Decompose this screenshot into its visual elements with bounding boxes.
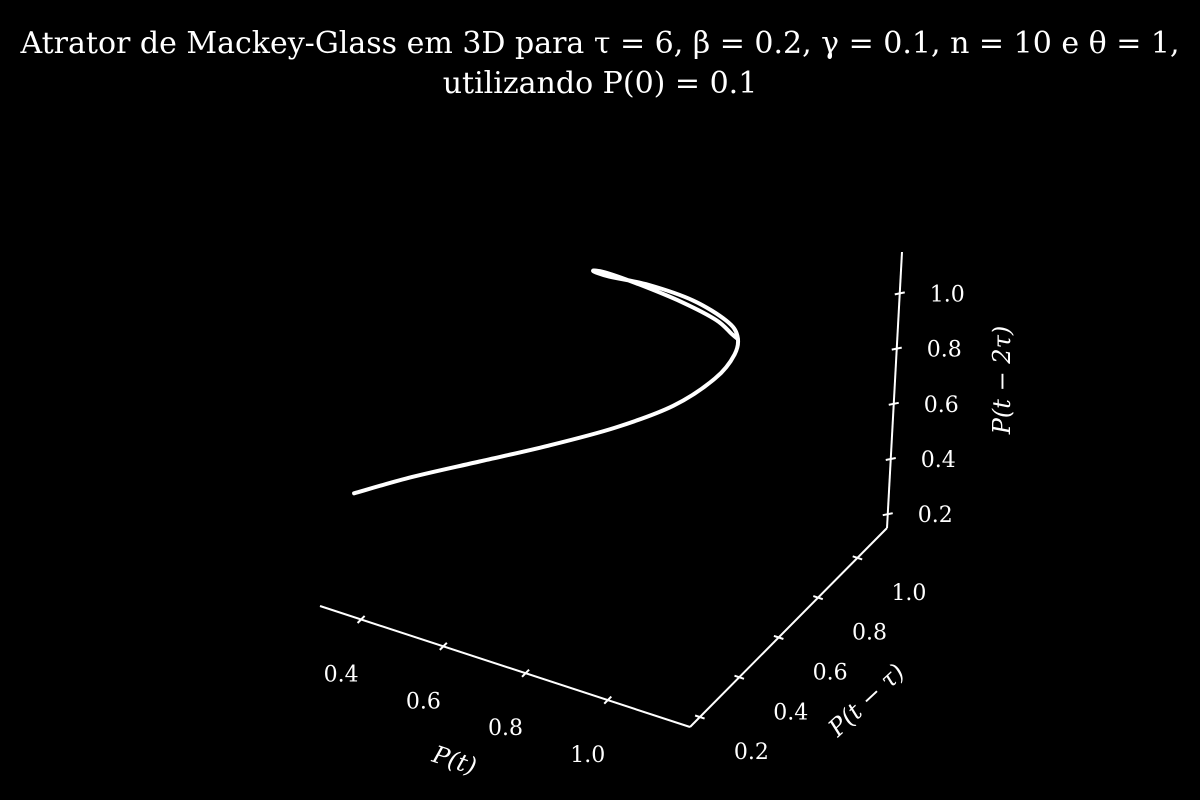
y-tick-mark <box>694 714 705 720</box>
z-axis-label: P(t − 2τ) <box>988 326 1016 435</box>
y-tick-label: 0.6 <box>813 660 848 685</box>
z-axis-line <box>886 251 903 529</box>
z-tick-label: 1.0 <box>930 282 965 307</box>
x-tick-label: 0.6 <box>406 689 441 714</box>
x-tick-mark <box>521 668 530 678</box>
ticks-group: 0.40.60.81.0 0.20.40.60.81.00.20.40.60.81… <box>324 282 965 768</box>
z-tick-label: 0.8 <box>927 338 962 363</box>
axes-group <box>319 251 903 728</box>
x-tick-label: 1.0 <box>570 743 605 768</box>
series-group <box>352 268 741 496</box>
y-tick-mark <box>734 674 745 680</box>
y-tick-mark <box>773 634 784 640</box>
y-axis-line <box>689 527 888 728</box>
z-tick-label: 0.2 <box>918 503 953 528</box>
series-line-0 <box>352 268 741 496</box>
y-tick-label: 1.0 <box>891 581 926 606</box>
x-tick-label: 0.4 <box>324 662 359 687</box>
y-tick-label: 0.8 <box>852 621 887 646</box>
y-tick-mark <box>812 595 824 601</box>
z-tick-label: 0.6 <box>924 393 959 418</box>
x-axis-line <box>319 605 691 728</box>
z-tick-mark <box>894 291 905 296</box>
x-tick-label: 0.8 <box>488 716 523 741</box>
x-tick-mark <box>603 695 613 705</box>
chart-title-line-1: Atrator de Mackey-Glass em 3D para τ = 6… <box>20 26 1180 61</box>
x-tick-mark <box>356 615 366 624</box>
z-tick-mark <box>888 401 899 406</box>
z-tick-label: 0.4 <box>921 448 956 473</box>
z-tick-mark <box>882 512 893 517</box>
z-tick-mark <box>891 346 902 351</box>
z-tick-mark <box>885 457 896 461</box>
chart-title-line-2: utilizando P(0) = 0.1 <box>442 66 758 101</box>
y-tick-mark <box>852 555 863 561</box>
y-tick-label: 0.2 <box>734 740 769 765</box>
y-tick-label: 0.4 <box>773 700 808 725</box>
x-tick-mark <box>439 642 448 651</box>
x-axis-label: P(t) <box>428 740 480 781</box>
